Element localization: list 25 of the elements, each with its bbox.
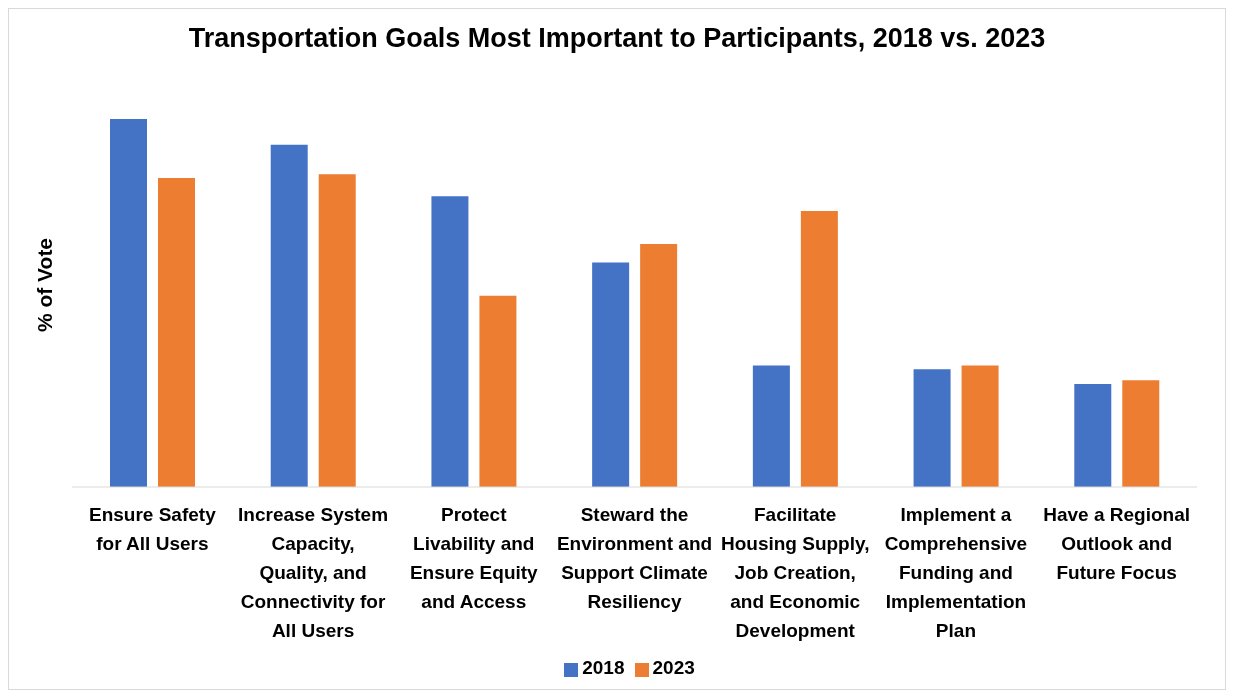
bar	[1122, 380, 1160, 487]
x-tick-label: Steward the Environment and Support Climate Resiliency	[556, 504, 713, 612]
bar	[479, 295, 517, 487]
chart-title: Transportation Goals Most Important to Participants, 2018 vs. 2023	[187, 23, 1047, 54]
bar	[1074, 383, 1112, 487]
legend-label: 2023	[652, 657, 695, 678]
x-tick-label: Facilitate Housing Supply, Job Creation, and Economic Development	[720, 504, 870, 641]
bar	[800, 211, 838, 487]
x-tick-label: Implement a Comprehensive Funding and Implementation Plan	[884, 504, 1028, 641]
legend-label: 2018	[582, 657, 625, 678]
x-tick-label: Protect Livability and Ensure Equity and Access	[409, 504, 539, 612]
bar	[913, 369, 951, 487]
bar	[318, 174, 356, 487]
bar	[110, 119, 147, 487]
y-axis-title: % of Vote	[33, 237, 57, 333]
bar	[640, 244, 678, 487]
x-tick-label: Ensure Safety for All Users	[88, 504, 217, 554]
bar	[431, 196, 469, 487]
x-tick-label: Have a Regional Outlook and Future Focus	[1043, 504, 1191, 583]
bar	[158, 177, 195, 487]
bar	[592, 262, 630, 487]
x-tick-label: Increase System Capacity, Quality, and Connectivity for All Users	[238, 504, 389, 641]
bar	[961, 365, 999, 487]
bar	[752, 365, 790, 487]
bar	[270, 144, 308, 487]
